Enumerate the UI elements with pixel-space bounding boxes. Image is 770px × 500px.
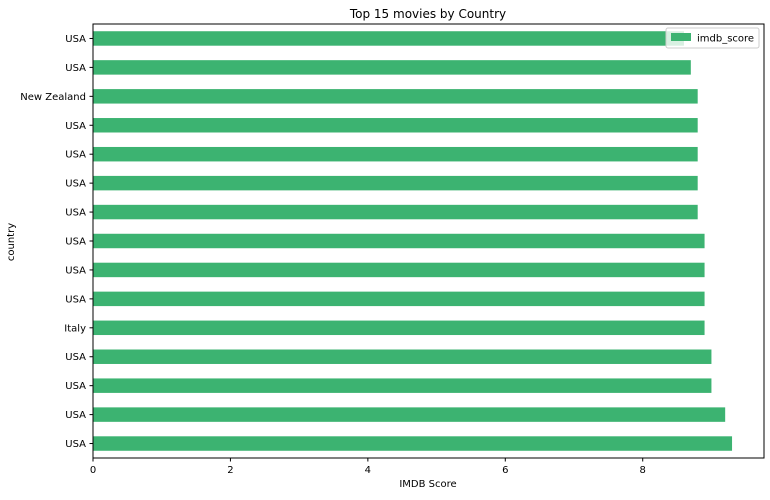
bar — [93, 204, 698, 220]
legend-label: imdb_score — [697, 34, 754, 45]
x-tick-label: 8 — [640, 465, 646, 476]
legend: imdb_score — [665, 27, 760, 49]
bar — [93, 31, 684, 46]
bar — [93, 349, 712, 364]
bar — [93, 262, 705, 278]
x-tick-label: 4 — [365, 465, 371, 476]
x-axis: 0 2 4 6 8 — [90, 458, 646, 476]
y-axis: USA USA New Zealand USA USA USA USA USA USA USA It… — [20, 34, 93, 450]
y-tick-label: USA — [65, 439, 86, 450]
bar — [93, 233, 705, 249]
x-tick-label: 2 — [227, 465, 233, 476]
x-axis-label: IMDB Score — [399, 479, 456, 490]
y-tick-label: USA — [65, 381, 86, 392]
bars-layer — [93, 31, 733, 451]
bar — [93, 407, 726, 422]
y-tick-label: USA — [65, 208, 86, 219]
bar — [93, 320, 705, 336]
x-tick-label: 6 — [502, 465, 508, 476]
y-tick-label: USA — [65, 121, 86, 132]
y-tick-label: USA — [65, 34, 86, 45]
y-tick-label: USA — [65, 294, 86, 305]
bar — [93, 436, 733, 451]
y-tick-label: New Zealand — [20, 92, 86, 103]
bar — [93, 291, 705, 307]
y-tick-label: USA — [65, 410, 86, 421]
y-tick-label: USA — [65, 265, 86, 276]
y-tick-label: USA — [65, 63, 86, 74]
bar — [93, 89, 698, 104]
bar — [93, 378, 712, 393]
x-tick-label: 0 — [90, 465, 96, 476]
bar — [93, 146, 698, 162]
legend-swatch — [671, 33, 691, 41]
plot-frame — [92, 23, 765, 459]
y-tick-label: USA — [65, 150, 86, 161]
y-tick-label: USA — [65, 179, 86, 190]
y-tick-label: USA — [65, 237, 86, 248]
y-axis-label: country — [6, 223, 17, 261]
y-tick-label: USA — [65, 352, 86, 363]
bar — [93, 118, 698, 133]
bar — [93, 60, 691, 75]
y-tick-label: Italy — [64, 323, 86, 334]
chart-title: Top 15 movies by Country — [349, 7, 506, 21]
bar — [93, 175, 698, 191]
